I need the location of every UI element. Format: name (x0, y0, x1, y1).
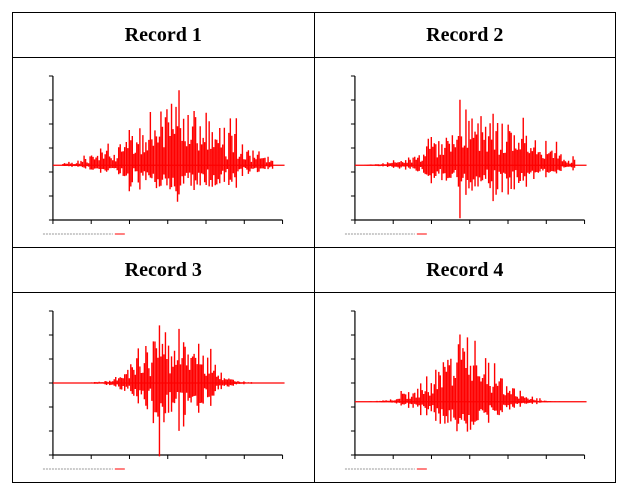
record-1-plot (42, 75, 285, 235)
record-2-plot (344, 75, 587, 235)
records-table: Record 1 Record 2 Record 3 Record 4 (12, 12, 616, 483)
record-3-plot-cell (12, 292, 315, 483)
record-1-plot-cell (12, 57, 315, 248)
signal-trace (363, 99, 575, 219)
record-4-plot-cell (313, 292, 616, 483)
signal-trace (363, 334, 571, 432)
record-4-plot (344, 310, 587, 470)
record-2-title: Record 2 (313, 12, 616, 58)
signal-trace (72, 325, 268, 457)
record-3-title: Record 3 (12, 247, 315, 293)
record-3-plot (42, 310, 285, 470)
signal-trace (62, 90, 274, 202)
record-1-title: Record 1 (12, 12, 315, 58)
record-2-plot-cell (313, 57, 616, 248)
record-4-title: Record 4 (313, 247, 616, 293)
